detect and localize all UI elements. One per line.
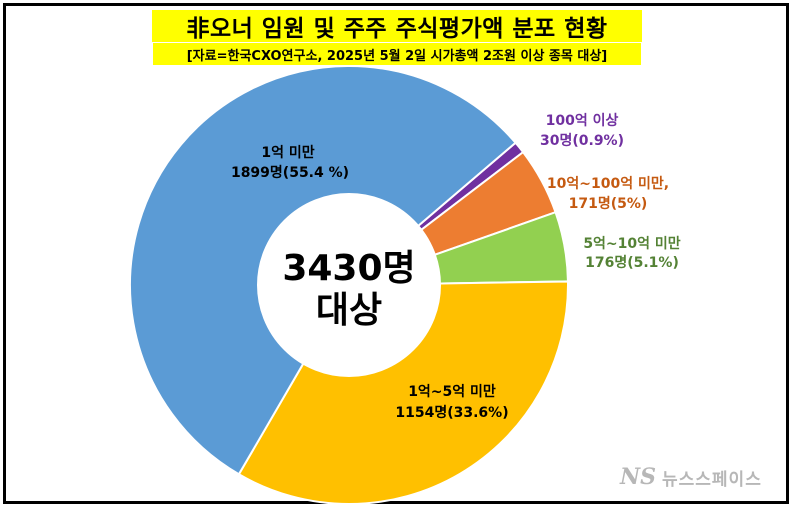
label-100eok-plus-value: 30명(0.9%) [540, 132, 624, 149]
newsspace-wordmark: 뉴스스페이스 [662, 469, 762, 490]
label-100eok-plus-name: 100억 이상 [546, 112, 619, 129]
chart-subtitle: [자료=한국CXO연구소, 2025년 5월 2일 시가총액 2조원 이상 종목… [186, 48, 608, 64]
label-10-100eok-value: 171명(5%) [569, 195, 648, 212]
center-total-label: 3430명 [282, 248, 415, 289]
donut-hole [257, 193, 441, 377]
watermark: NS 뉴스스페이스 [620, 464, 762, 490]
label-under-1eok-name: 1억 미만 [261, 145, 314, 161]
center-subject-label: 대상 [316, 290, 382, 331]
label-1-5eok-name: 1억~5억 미만 [408, 384, 496, 400]
label-5-10eok-name: 5억~10억 미만 [583, 236, 680, 252]
title-banner: 非오너 임원 및 주주 주식평가액 분포 현황 [152, 10, 642, 42]
subtitle-banner: [자료=한국CXO연구소, 2025년 5월 2일 시가총액 2조원 이상 종목… [153, 43, 641, 65]
label-1-5eok-value: 1154명(33.6%) [395, 404, 508, 421]
label-under-1eok-value: 1899명(55.4 %) [231, 164, 349, 181]
label-10-100eok-name: 10억~100억 미만, [547, 176, 669, 192]
label-5-10eok-value: 176명(5.1%) [585, 254, 679, 271]
chart-title: 非오너 임원 및 주주 주식평가액 분포 현황 [186, 16, 608, 42]
newsspace-logo: NS [620, 464, 656, 490]
